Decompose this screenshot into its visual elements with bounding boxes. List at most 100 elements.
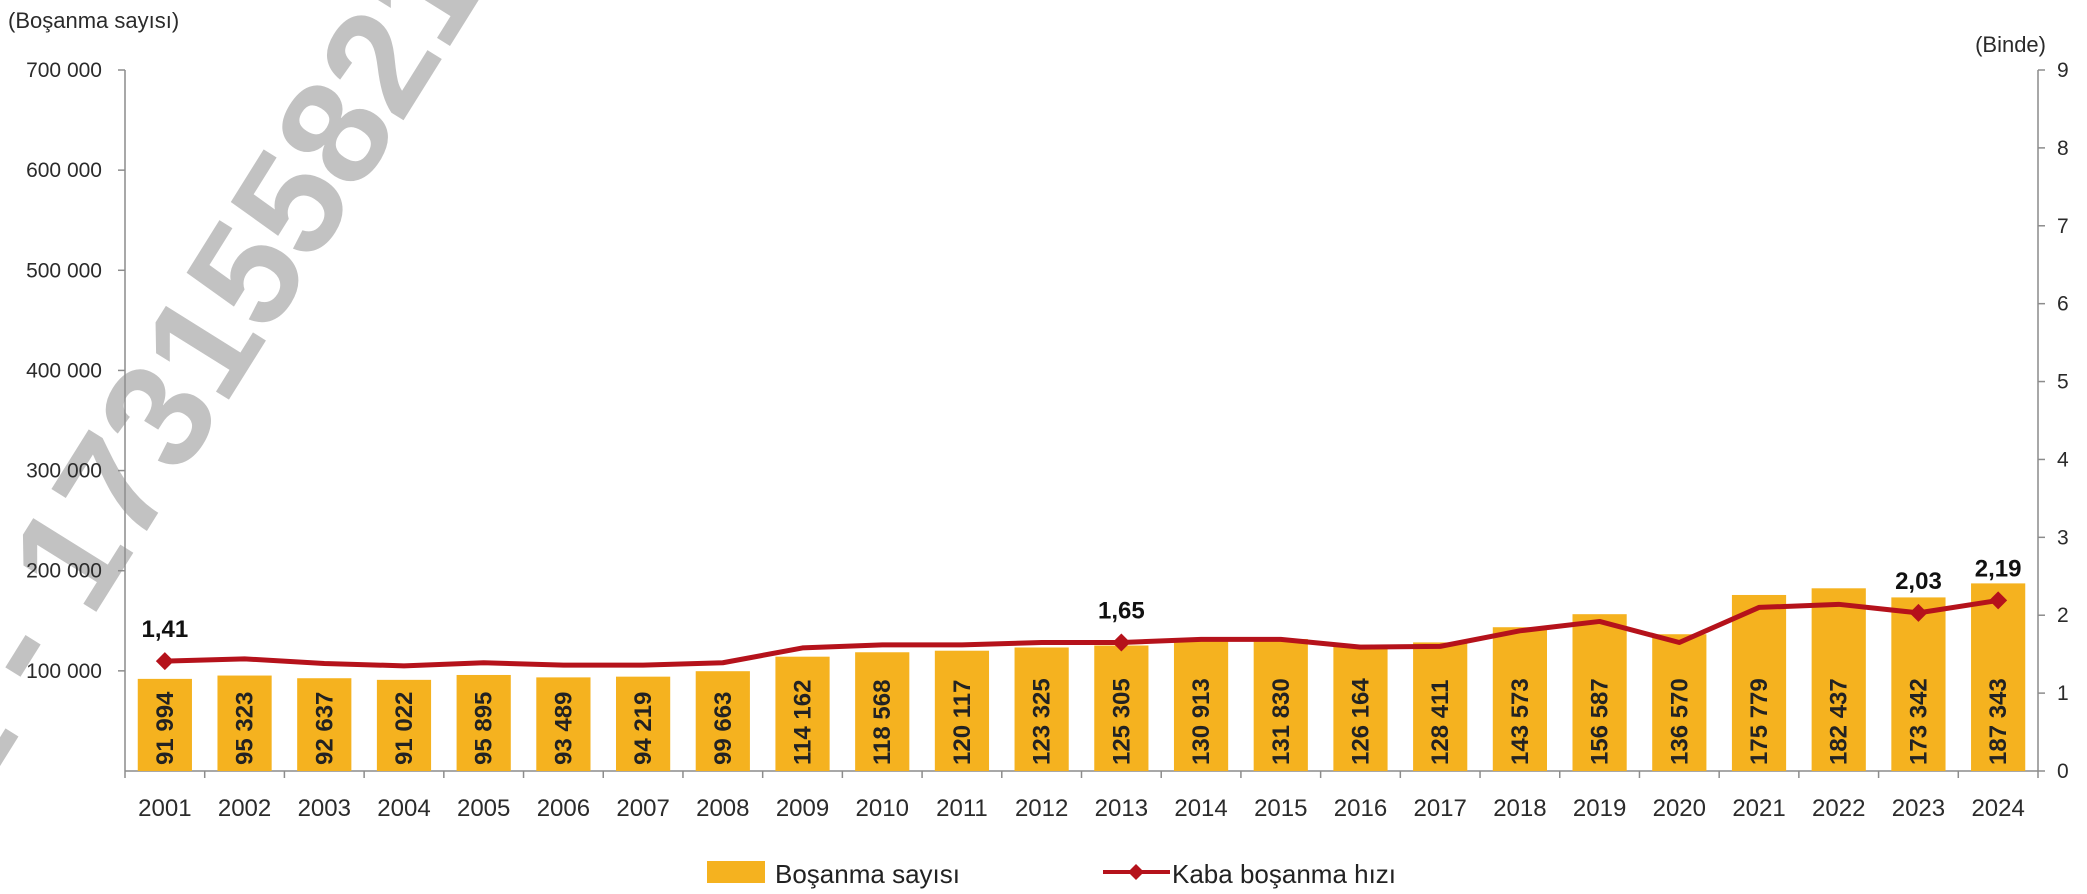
bar-value-label: 123 325 xyxy=(1029,678,1056,765)
x-tick-label: 2016 xyxy=(1334,795,1387,822)
bar-value-label: 187 343 xyxy=(1985,678,2012,765)
bar-value-label: 91 022 xyxy=(391,692,418,765)
bar xyxy=(1094,645,1149,771)
x-tick-label: 2006 xyxy=(537,795,590,822)
bar xyxy=(1492,627,1547,771)
x-tick-label: 2019 xyxy=(1573,795,1626,822)
right-tick-label: 1 xyxy=(2057,682,2069,705)
x-axis-labels: 2001 2002 2003 2004 2005 2006 2007 2008 2009 2010… xyxy=(124,771,2039,822)
legend-diamond-marker xyxy=(1128,864,1144,880)
bar xyxy=(1891,597,1946,771)
bar-value-label: 156 587 xyxy=(1587,678,1614,765)
x-tick-label: 2008 xyxy=(696,795,749,822)
bar xyxy=(1971,583,2026,771)
line-point-marker xyxy=(1989,591,2008,610)
bar-value-label: 143 573 xyxy=(1507,678,1534,765)
bar-value-label: 173 342 xyxy=(1905,678,1932,765)
bar-value-label: 120 117 xyxy=(949,680,976,765)
bar xyxy=(1014,647,1069,771)
x-tick-label: 2003 xyxy=(298,795,351,822)
legend-label-bars: Boşanma sayısı xyxy=(775,859,960,889)
right-axis-ticks: 0 1 2 3 4 5 6 7 8 9 xyxy=(2038,59,2069,783)
bar-value-label: 131 830 xyxy=(1268,678,1295,765)
line-point-marker xyxy=(1112,633,1131,652)
bar-value-label: 182 437 xyxy=(1826,678,1853,765)
x-tick-label: 2004 xyxy=(377,795,430,822)
x-tick-label: 2012 xyxy=(1015,795,1068,822)
bar-value-label: 130 913 xyxy=(1188,678,1215,765)
line-point-marker xyxy=(155,652,174,671)
right-tick-label: 4 xyxy=(2057,448,2069,471)
bar xyxy=(1731,594,1787,771)
bar xyxy=(1173,639,1229,771)
line-path xyxy=(164,597,1999,669)
left-tick-label: 600 000 xyxy=(26,159,102,182)
bar-series xyxy=(137,583,2026,771)
bar xyxy=(1253,638,1308,771)
x-tick-label: 2023 xyxy=(1892,795,1945,822)
bar xyxy=(456,674,511,771)
x-tick-label: 2021 xyxy=(1732,795,1785,822)
right-tick-label: 7 xyxy=(2057,215,2069,238)
x-tick-label: 2020 xyxy=(1653,795,1706,822)
bar-value-label: 95 895 xyxy=(471,692,498,765)
x-tick-label: 2017 xyxy=(1413,795,1466,822)
right-tick-label: 0 xyxy=(2057,760,2069,783)
bar-value-label: 136 570 xyxy=(1666,678,1693,765)
left-tick-label: 400 000 xyxy=(26,359,102,382)
left-tick-label: 100 000 xyxy=(26,660,102,683)
x-tick-label: 2002 xyxy=(218,795,271,822)
bar xyxy=(695,671,750,771)
bar-value-label: 99 663 xyxy=(710,692,737,765)
left-tick-label: 700 000 xyxy=(26,59,102,82)
bar xyxy=(1333,644,1388,771)
bar xyxy=(616,676,671,771)
x-tick-label: 2015 xyxy=(1254,795,1307,822)
legend-label-line: Kaba boşanma hızı xyxy=(1172,859,1396,889)
bar-value-label: 93 489 xyxy=(550,692,577,765)
bar xyxy=(1572,614,1627,771)
bar-value-label: 126 164 xyxy=(1347,678,1374,765)
right-tick-label: 3 xyxy=(2057,526,2069,549)
x-tick-label: 2005 xyxy=(457,795,510,822)
x-tick-label: 2024 xyxy=(1971,795,2024,822)
bar-value-label: 125 305 xyxy=(1108,678,1135,765)
x-tick-label: 2001 xyxy=(138,795,191,822)
bar-value-label: 175 779 xyxy=(1746,678,1773,765)
x-tick-label: 2007 xyxy=(616,795,669,822)
x-tick-label: 2022 xyxy=(1812,795,1865,822)
bar xyxy=(934,650,990,771)
right-tick-label: 2 xyxy=(2057,604,2069,627)
bar-value-label: 114 162 xyxy=(790,680,817,765)
line-series xyxy=(155,591,2008,671)
x-tick-label: 2009 xyxy=(776,795,829,822)
bar xyxy=(1652,634,1707,771)
x-tick-label: 2011 xyxy=(936,795,988,822)
legend: Boşanma sayısı Kaba boşanma hızı xyxy=(707,859,1396,889)
x-tick-label: 2014 xyxy=(1174,795,1227,822)
bar-value-label: 118 568 xyxy=(869,680,896,765)
right-tick-label: 9 xyxy=(2057,59,2069,82)
bar xyxy=(855,652,910,771)
bar xyxy=(536,677,591,771)
line-point-labels: 1,41 1,65 2,03 2,19 xyxy=(141,555,2021,643)
bar-value-labels: 91 994 95 323 92 637 91 022 95 895 93 489 94 2… xyxy=(152,678,2012,765)
right-tick-label: 6 xyxy=(2057,293,2069,316)
line-point-label: 2,19 xyxy=(1975,555,2022,582)
bar xyxy=(775,656,830,771)
x-tick-label: 2013 xyxy=(1095,795,1148,822)
bar xyxy=(297,678,352,771)
left-axis-title: (Boşanma sayısı) xyxy=(8,8,179,33)
bar xyxy=(137,678,192,771)
bar-value-label: 95 323 xyxy=(232,692,259,765)
bar xyxy=(1811,588,1866,771)
right-tick-label: 8 xyxy=(2057,137,2069,160)
right-axis-title: (Binde) xyxy=(1975,32,2046,57)
line-point-label: 1,41 xyxy=(141,616,188,643)
bar-value-label: 91 994 xyxy=(152,691,179,765)
bar xyxy=(1413,642,1468,771)
bar-value-label: 92 637 xyxy=(311,692,338,765)
left-tick-label: 300 000 xyxy=(26,460,102,483)
bar xyxy=(376,679,432,771)
